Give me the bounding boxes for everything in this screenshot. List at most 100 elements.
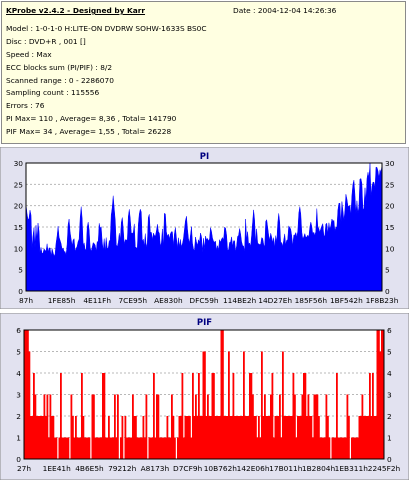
pif-bar bbox=[289, 416, 292, 459]
pif-ytick-right: 3 bbox=[387, 391, 392, 400]
pi-xtick-label: AE830h bbox=[154, 296, 183, 305]
pif-bar bbox=[315, 394, 317, 459]
pif-bar bbox=[114, 394, 116, 459]
pif-bar bbox=[121, 416, 124, 459]
pif-bar bbox=[231, 416, 233, 459]
pi-xtick-label: DFC59h bbox=[189, 296, 219, 305]
pif-bar bbox=[369, 373, 371, 459]
pif-bar bbox=[46, 394, 49, 459]
info-disc: Disc : DVD+R , 001 [] bbox=[6, 36, 86, 46]
pif-bar bbox=[34, 394, 37, 459]
pif-bar bbox=[219, 416, 221, 459]
pif-bar bbox=[382, 330, 385, 459]
pif-xtick-label: 79212h bbox=[108, 464, 137, 473]
pif-bar bbox=[244, 416, 247, 459]
pif-bar bbox=[160, 437, 163, 459]
pif-bar bbox=[105, 437, 107, 459]
pif-bar bbox=[129, 437, 131, 459]
pif-bar bbox=[295, 437, 298, 459]
pif-bar bbox=[31, 416, 34, 459]
pif-bar bbox=[210, 416, 212, 459]
pif-bar bbox=[67, 437, 70, 459]
pif-bar bbox=[310, 416, 313, 459]
pif-bar bbox=[151, 437, 154, 459]
pif-bar bbox=[162, 437, 164, 459]
pif-bar bbox=[93, 394, 95, 459]
pif-bar bbox=[24, 330, 26, 459]
pif-bar bbox=[190, 437, 193, 459]
pif-bar bbox=[54, 437, 56, 459]
pif-xtick-label: 1B2804h bbox=[302, 464, 336, 473]
pif-bar bbox=[49, 394, 52, 459]
pif-bar bbox=[126, 437, 128, 459]
pif-bar bbox=[157, 394, 160, 459]
pi-ytick-right: 25 bbox=[385, 180, 395, 189]
pif-ytick-left: 4 bbox=[16, 369, 21, 378]
pif-bar bbox=[40, 416, 43, 459]
pif-bar bbox=[252, 394, 254, 459]
pif-bar bbox=[277, 416, 280, 459]
pif-bar bbox=[159, 437, 161, 459]
pif-bar bbox=[234, 416, 236, 459]
pif-bar bbox=[78, 437, 80, 459]
pi-xtick-label: 4E11Fh bbox=[83, 296, 111, 305]
pif-bar bbox=[142, 416, 145, 459]
pif-bar bbox=[132, 394, 134, 459]
pif-ytick-right: 2 bbox=[387, 412, 392, 421]
pif-bar bbox=[360, 416, 362, 459]
pif-bar bbox=[85, 437, 88, 459]
pif-bar bbox=[240, 416, 242, 459]
pif-chart: PIF 0 0 1 1 2 2 3 3 4 4 5 5 6 6 27h 1EE41h 4B6E5h 79212h A8… bbox=[0, 312, 409, 481]
pif-bar bbox=[348, 416, 350, 459]
pif-bar bbox=[144, 437, 146, 459]
info-ecc-blocks: ECC blocks sum (PI/PIF) : 8/2 bbox=[6, 62, 113, 72]
pif-bar bbox=[249, 373, 251, 459]
pif-bar bbox=[370, 416, 373, 459]
pif-plot-border bbox=[23, 329, 385, 460]
info-panel: KProbe v2.4.2 - Designed by Karr Date : … bbox=[1, 1, 406, 144]
pi-chart-panel: PI 0 0 5 5 10 10 15 15 20 20 25 25 30 30 87h 1FE85h 4E11F… bbox=[0, 146, 409, 310]
pif-bar bbox=[255, 416, 257, 459]
info-pif-stats: PIF Max= 34 , Average= 1,55 , Total= 262… bbox=[6, 127, 172, 137]
pi-ytick-left: 30 bbox=[14, 159, 24, 168]
pif-bar bbox=[63, 437, 65, 459]
pif-bar bbox=[250, 373, 253, 459]
pif-bar bbox=[319, 437, 322, 459]
pif-bar bbox=[186, 416, 188, 459]
pi-ytick-left: 20 bbox=[14, 202, 24, 211]
pif-bar bbox=[304, 373, 307, 459]
pif-bar bbox=[66, 437, 68, 459]
pi-ytick-left: 15 bbox=[14, 223, 24, 232]
pi-chart: PI 0 0 5 5 10 10 15 15 20 20 25 25 30 30 87h 1FE85h 4E11F… bbox=[0, 146, 409, 310]
pif-bar bbox=[117, 394, 119, 459]
pi-chart-title: PI bbox=[200, 152, 209, 162]
pif-bar bbox=[42, 416, 44, 459]
pif-bar bbox=[174, 437, 176, 459]
pif-bar bbox=[156, 394, 158, 459]
pif-xtick-label: A8173h bbox=[141, 464, 170, 473]
pif-bar bbox=[238, 416, 241, 459]
pif-bar bbox=[135, 416, 137, 459]
pif-bar bbox=[328, 437, 331, 459]
pif-bar bbox=[94, 437, 97, 459]
pi-xtick-label: 14D27Eh bbox=[258, 296, 292, 305]
pi-ytick-right: 20 bbox=[385, 202, 395, 211]
pi-ytick-right: 5 bbox=[385, 266, 390, 275]
pif-bar bbox=[177, 437, 179, 459]
pif-bar bbox=[178, 416, 181, 459]
pif-bar bbox=[306, 416, 308, 459]
pif-bar bbox=[138, 437, 140, 459]
info-errors: Errors : 76 bbox=[6, 101, 45, 111]
pif-bar bbox=[264, 394, 266, 459]
pif-bar bbox=[282, 351, 284, 459]
pif-bar bbox=[150, 437, 152, 459]
pif-bar bbox=[187, 416, 190, 459]
scan-date: Date : 2004-12-04 14:26:36 bbox=[233, 6, 337, 15]
pif-bar bbox=[294, 394, 296, 459]
pif-bar bbox=[267, 416, 269, 459]
pif-bar bbox=[75, 416, 77, 459]
pif-bar bbox=[358, 416, 361, 459]
pif-ytick-right: 4 bbox=[387, 369, 392, 378]
pi-ytick-left: 5 bbox=[18, 266, 23, 275]
pif-bar bbox=[271, 373, 274, 459]
